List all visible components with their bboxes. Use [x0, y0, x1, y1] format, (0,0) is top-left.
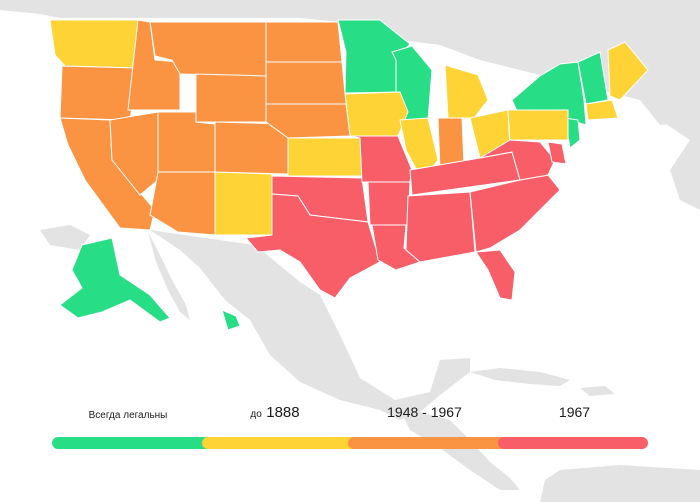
legend-bar-1967 [498, 437, 648, 449]
state-wyoming [195, 73, 267, 123]
state-nevada [109, 111, 159, 196]
canada-land [0, 0, 700, 125]
state-mississippi-alabama [405, 191, 476, 263]
legend-label-until-1888-big: 1888 [266, 404, 300, 421]
legend-label-1948-1967-big: 1948 - 1967 [387, 404, 462, 420]
state-kansas [287, 137, 363, 177]
state-hawaii [221, 309, 241, 331]
state-maryland-delaware [547, 141, 567, 165]
canada-east-land [600, 0, 700, 210]
state-massachusetts [585, 99, 619, 121]
state-colorado [214, 121, 289, 175]
legend-label-1967: 1967 [502, 404, 647, 420]
state-michigan [444, 64, 489, 119]
legend-label-1948-1967: 1948 - 1967 [352, 404, 497, 420]
state-north-dakota [265, 21, 343, 63]
state-maine [607, 41, 649, 101]
state-pennsylvania [507, 109, 569, 141]
hispaniola-land [580, 386, 615, 396]
cuba-land [470, 368, 570, 386]
region-always-legal [59, 19, 609, 331]
state-iowa [344, 91, 409, 137]
state-florida [475, 249, 516, 301]
region-1948-1967 [59, 19, 465, 236]
state-virginia-wv [479, 139, 556, 181]
state-south-dakota [265, 61, 347, 105]
alaska-bg-land [40, 225, 90, 250]
south-america-land [540, 465, 700, 502]
state-washington [49, 19, 141, 69]
baja-land [148, 232, 190, 320]
legend-label-1967-big: 1967 [558, 404, 591, 420]
mexico-land [150, 230, 470, 420]
legend-label-always: Всегда легальны [58, 410, 198, 421]
state-arkansas [367, 181, 411, 226]
legend-label-always-small: Всегда легальны [88, 410, 168, 421]
state-vermont-nh [577, 51, 609, 105]
legend-bar-1948-1967 [348, 437, 504, 449]
state-arizona [149, 171, 216, 236]
legend-bar-until-1888 [202, 437, 354, 449]
legend-label-until-1888-small: до [250, 409, 262, 420]
state-nebraska [265, 103, 351, 139]
state-oregon [59, 65, 139, 121]
state-georgia-carolinas [469, 174, 561, 253]
legend-bar-always [52, 437, 208, 449]
state-alaska [59, 237, 171, 323]
state-new-mexico [214, 171, 273, 236]
region-1967 [245, 135, 567, 301]
state-texas [245, 193, 381, 299]
legend-label-until-1888: до 1888 [205, 404, 345, 422]
